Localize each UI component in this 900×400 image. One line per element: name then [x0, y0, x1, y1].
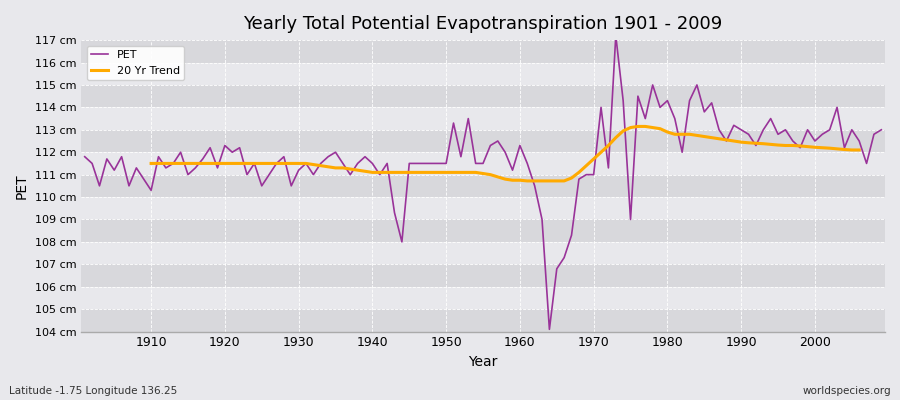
- PET: [79, 154, 90, 159]
- Text: worldspecies.org: worldspecies.org: [803, 386, 891, 396]
- PET: [345, 172, 356, 177]
- PET: [610, 33, 621, 38]
- 20 Yr Trend: [522, 178, 533, 183]
- X-axis label: Year: Year: [468, 355, 498, 369]
- Bar: [81, 85, 885, 107]
- 20 Yr Trend: [706, 135, 717, 140]
- Bar: [81, 197, 885, 220]
- 20 Yr Trend: [330, 166, 341, 170]
- Bar: [81, 287, 885, 309]
- 20 Yr Trend: [633, 124, 643, 129]
- PET: [876, 127, 886, 132]
- PET: [301, 161, 311, 166]
- Bar: [81, 40, 885, 62]
- Bar: [81, 152, 885, 175]
- 20 Yr Trend: [854, 148, 865, 152]
- Line: PET: PET: [85, 36, 881, 329]
- 20 Yr Trend: [500, 177, 510, 182]
- Line: 20 Yr Trend: 20 Yr Trend: [151, 126, 860, 181]
- Bar: [81, 175, 885, 197]
- PET: [515, 143, 526, 148]
- Bar: [81, 309, 885, 332]
- 20 Yr Trend: [197, 161, 208, 166]
- Bar: [81, 220, 885, 242]
- Title: Yearly Total Potential Evapotranspiration 1901 - 2009: Yearly Total Potential Evapotranspiratio…: [243, 15, 723, 33]
- Bar: [81, 107, 885, 130]
- PET: [507, 168, 517, 172]
- Y-axis label: PET: PET: [15, 173, 29, 199]
- Text: Latitude -1.75 Longitude 136.25: Latitude -1.75 Longitude 136.25: [9, 386, 177, 396]
- Legend: PET, 20 Yr Trend: PET, 20 Yr Trend: [86, 46, 184, 80]
- 20 Yr Trend: [559, 178, 570, 183]
- Bar: [81, 242, 885, 264]
- 20 Yr Trend: [146, 161, 157, 166]
- Bar: [81, 62, 885, 85]
- PET: [139, 177, 149, 182]
- PET: [544, 327, 554, 332]
- 20 Yr Trend: [167, 161, 178, 166]
- PET: [617, 98, 628, 103]
- Bar: [81, 130, 885, 152]
- Bar: [81, 264, 885, 287]
